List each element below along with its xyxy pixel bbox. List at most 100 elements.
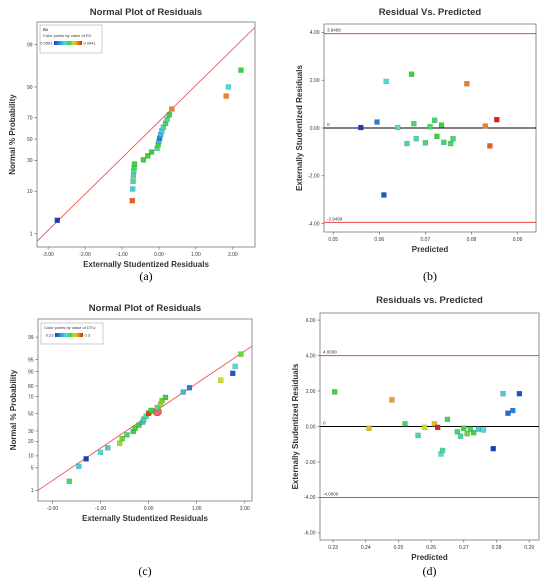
data-point (402, 421, 408, 427)
reference-line-label: 4.0000 (323, 350, 337, 355)
legend-colorbar (55, 333, 83, 337)
y-tick-label: 0.00 (310, 126, 320, 132)
data-point (500, 391, 506, 397)
legend-colorbar (54, 41, 82, 45)
y-tick-label: 70 (28, 394, 34, 400)
data-point (450, 136, 456, 142)
data-point (464, 81, 470, 87)
y-tick-label: 0.00 (306, 424, 316, 430)
y-tick-label: 95 (28, 357, 34, 363)
data-point (148, 149, 155, 155)
data-point (422, 140, 429, 146)
y-tick-label: 99 (27, 42, 33, 48)
data-point (421, 424, 428, 431)
reference-line-label: 0 (323, 421, 326, 426)
y-axis-label: Normal % Probability (9, 369, 18, 450)
x-tick-label: 1.00 (192, 506, 202, 512)
data-point (487, 143, 493, 149)
data-point (427, 124, 433, 130)
data-point (467, 426, 474, 432)
y-tick-label: 10 (28, 454, 34, 460)
data-point (76, 463, 82, 469)
data-point (218, 377, 224, 383)
x-tick-label: 0.00 (154, 252, 164, 258)
data-point (482, 123, 488, 129)
x-tick-label: 0.29 (524, 545, 534, 551)
data-point (154, 404, 160, 411)
x-tick-label: 0.28 (492, 545, 502, 551)
x-tick-label: 2.00 (228, 252, 238, 258)
plot-marks (324, 33, 536, 223)
x-tick-label: 0.07 (421, 237, 431, 243)
x-tick-label: 0.06 (374, 237, 384, 243)
y-tick-label: 5 (31, 466, 34, 472)
data-point (117, 440, 123, 446)
data-point (159, 397, 165, 404)
y-tick-label: 30 (28, 429, 34, 435)
x-tick-label: 0.26 (426, 545, 436, 551)
panel-caption: (b) (423, 269, 437, 283)
y-axis-label: Normal % Probability (8, 94, 17, 175)
data-point (169, 106, 175, 112)
data-point (408, 71, 415, 77)
y-tick-label: 80 (28, 384, 34, 390)
x-tick-label: 0.00 (144, 506, 154, 512)
data-point (383, 78, 389, 85)
y-tick-label: 1 (30, 232, 33, 238)
y-tick-label: 10 (27, 189, 33, 195)
fit-line (37, 26, 255, 242)
legend-min-label: 0.23 (46, 332, 55, 337)
y-tick-label: 4.00 (310, 30, 320, 36)
data-point (66, 478, 72, 484)
chart-title: Normal Plot of Residuals (89, 303, 201, 314)
y-tick-label: 2.00 (310, 78, 320, 84)
y-tick-label: 20 (28, 439, 34, 445)
data-point (454, 429, 460, 435)
legend-box (39, 24, 103, 54)
data-point (431, 117, 438, 123)
reference-line-label: 0 (327, 122, 330, 127)
x-tick-label: 2.00 (240, 506, 250, 512)
data-point (494, 116, 500, 123)
data-point (457, 433, 464, 439)
y-tick-label: 6.00 (306, 318, 316, 324)
data-point (434, 133, 440, 140)
data-point (332, 389, 338, 395)
x-tick-label: 0.27 (459, 545, 469, 551)
data-point (374, 119, 380, 125)
reference-line-label: -3.9499 (327, 216, 343, 221)
chart-title: Normal Plot of Residuals (90, 7, 202, 18)
y-tick-label: 50 (28, 412, 34, 418)
x-tick-label: -1.00 (95, 506, 107, 512)
x-tick-label: -2.00 (79, 252, 91, 258)
y-tick-label: 1 (31, 488, 34, 494)
data-point (444, 416, 451, 423)
y-axis-label: Externally Studentized Residuals (291, 363, 300, 489)
chart-panel-b: Residual Vs. Predicted 0.05 0.06 0.07 0.08 0.… (295, 7, 537, 283)
data-point (505, 410, 511, 416)
y-tick-label: 99 (28, 335, 34, 341)
y-tick-label: -6.00 (304, 531, 316, 537)
chart-title: Residuals vs. Predicted (376, 295, 483, 306)
x-tick-label: 1.00 (191, 252, 201, 258)
data-point (516, 391, 523, 397)
x-tick-label: -3.00 (42, 252, 54, 258)
data-point (381, 192, 387, 198)
data-point (404, 140, 410, 147)
panel-caption: (a) (139, 269, 152, 283)
data-point (132, 425, 138, 431)
data-point (54, 217, 60, 223)
data-point (130, 178, 136, 184)
data-point (238, 67, 244, 73)
reference-line-label: 3.9499 (327, 28, 341, 33)
x-axis-label: Predicted (412, 245, 449, 254)
data-point (438, 122, 445, 128)
chart-panel-c: Normal Plot of Residuals -2.00 -1.00 0.00 1.… (9, 303, 253, 578)
data-point (411, 121, 417, 127)
y-tick-label: 4.00 (306, 353, 316, 359)
data-point (461, 425, 467, 431)
data-point (431, 421, 438, 427)
data-point (510, 407, 516, 414)
data-point (389, 397, 395, 403)
